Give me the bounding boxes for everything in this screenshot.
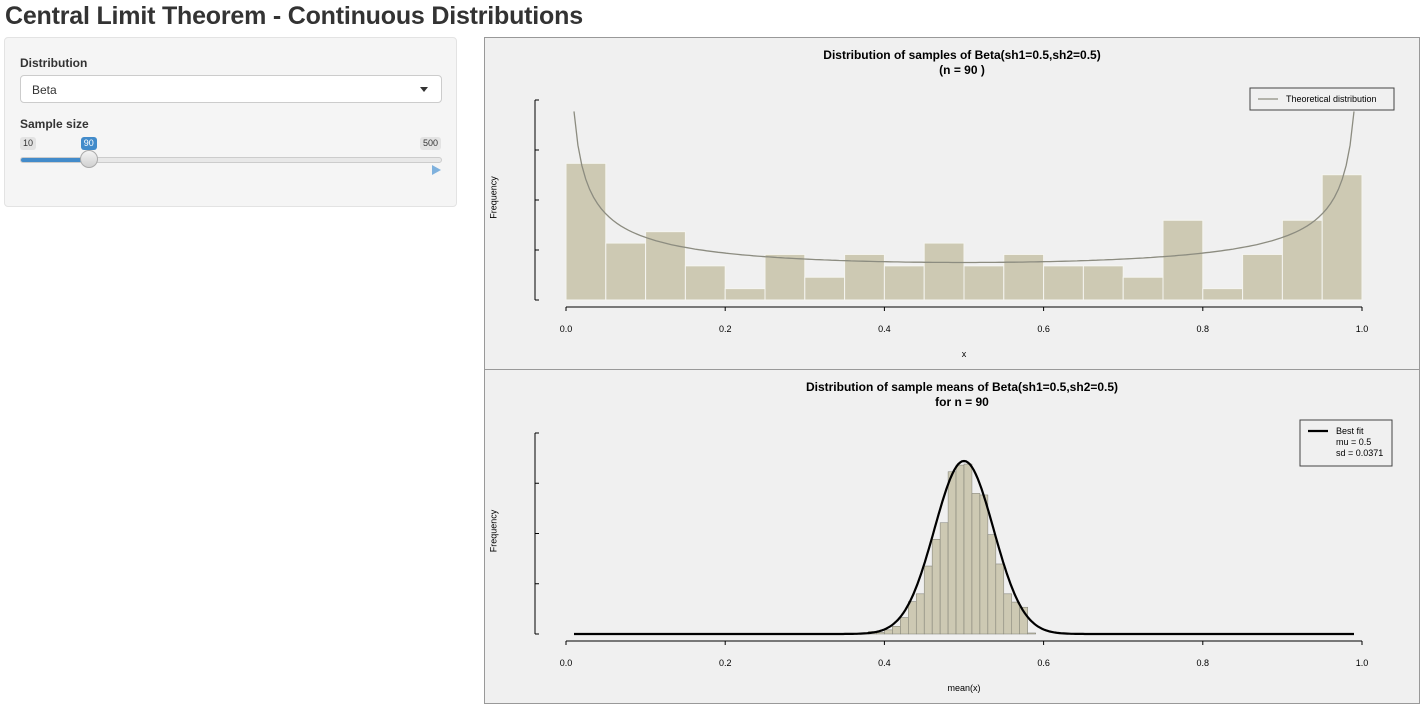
legend-entry: mu = 0.5 [1336,437,1371,447]
x-tick-label: 0.2 [719,324,732,334]
slider-min-label: 10 [20,137,37,150]
legend-entry: sd = 0.0371 [1336,448,1383,458]
histogram-bar [1202,288,1244,301]
chart-title: Distribution of sample means of Beta(sh1… [806,380,1118,394]
sample-size-slider-handle[interactable] [79,150,98,168]
histogram-bar [971,493,981,635]
legend-box [1299,419,1393,467]
histogram-bar [724,288,766,301]
page-title: Central Limit Theorem - Continuous Distr… [5,2,583,30]
histogram-bar [1011,601,1020,635]
histogram-bar [963,463,973,635]
histogram-bar [1027,632,1036,635]
x-tick-label: 0.8 [1197,658,1210,668]
histogram-bar [995,563,1005,635]
chart-subtitle: (n = 90 ) [939,63,985,77]
x-tick-label: 0.4 [878,324,891,334]
means-histogram-panel: Distribution of sample means of Beta(sh1… [484,369,1420,704]
histogram-bar [892,626,901,635]
histogram-bar [987,534,997,635]
chart-title: Distribution of samples of Beta(sh1=0.5,… [823,48,1100,62]
x-tick-label: 0.0 [560,658,573,668]
x-axis-label: x [962,349,967,359]
y-axis-label: Frequency [488,509,498,552]
x-tick-label: 0.2 [719,658,732,668]
sample-histogram-chart: Distribution of samples of Beta(sh1=0.5,… [488,48,1395,359]
distribution-select[interactable]: Beta [20,75,442,103]
histogram-bar [1003,593,1013,635]
sidebar-panel: Distribution Beta Sample size 10 500 90 [4,37,457,207]
x-tick-label: 0.0 [560,324,573,334]
histogram-bar [923,565,933,635]
fit-curve [573,111,1355,264]
histogram-bar [955,464,965,635]
sample-size-label: Sample size [20,117,89,131]
legend-box [1249,87,1395,111]
y-axis-label: Frequency [488,176,498,219]
histogram-bar [684,265,726,301]
slider-value-label: 90 [80,137,97,150]
legend-entry: Best fit [1336,426,1364,436]
histogram-bar [900,617,909,635]
histogram-bar [1242,253,1283,301]
histogram-bar [605,242,647,301]
caret-down-icon [420,87,428,92]
means-histogram-chart: Distribution of sample means of Beta(sh1… [488,380,1393,693]
sample-histogram-panel: Distribution of samples of Beta(sh1=0.5,… [484,37,1420,370]
histogram-bar [908,601,917,635]
histogram-bar [979,494,989,635]
histogram-bar [1281,219,1323,301]
histogram-bar [931,538,941,635]
histogram-bar [963,265,1005,301]
histogram-bar [1321,174,1363,301]
histogram-bar [883,265,925,301]
histogram-bar [884,629,893,635]
histogram-bar [764,253,806,301]
sample-size-slider-track[interactable] [20,157,442,163]
distribution-select-value: Beta [32,83,57,97]
x-axis-label: mean(x) [947,683,980,693]
histogram-bar [1043,265,1084,301]
slider-max-label: 500 [419,137,441,150]
histogram-bar [1082,265,1124,301]
histogram-bar [947,471,957,635]
histogram-bar [804,276,846,301]
x-tick-label: 0.4 [878,658,891,668]
histogram-bar [1122,276,1164,301]
histogram-bar [923,242,965,301]
histogram-bar [939,522,949,635]
histogram-bar [1019,606,1028,635]
histogram-bar [1162,219,1204,301]
histogram-bar [915,593,925,635]
x-tick-label: 0.8 [1197,324,1210,334]
histogram-bar [645,231,686,301]
fit-curve [574,459,1354,636]
slider-fill [21,158,90,162]
chart-subtitle: for n = 90 [935,395,989,409]
distribution-label: Distribution [20,56,88,70]
x-tick-label: 0.6 [1037,658,1050,668]
x-tick-label: 0.6 [1037,324,1050,334]
play-animation-icon[interactable] [432,165,441,175]
legend-entry: Theoretical distribution [1286,94,1377,104]
x-tick-label: 1.0 [1356,658,1369,668]
histogram-bar [565,162,607,301]
x-tick-label: 1.0 [1356,324,1369,334]
